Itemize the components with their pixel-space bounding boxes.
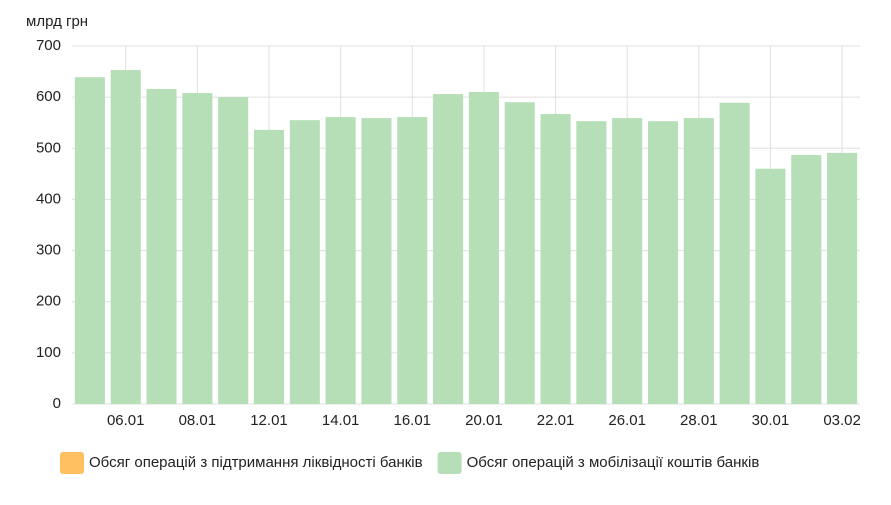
x-tick-label: 26.01 xyxy=(608,412,646,429)
legend-swatch xyxy=(60,452,84,474)
y-tick-label: 400 xyxy=(36,190,61,207)
bar xyxy=(540,114,571,405)
bar xyxy=(791,154,822,404)
bar xyxy=(289,120,320,405)
bar xyxy=(719,102,750,405)
x-tick-label: 16.01 xyxy=(393,412,431,429)
y-tick-label: 600 xyxy=(36,88,61,105)
bar xyxy=(74,77,105,404)
bar xyxy=(253,129,285,405)
x-tick-label: 22.01 xyxy=(537,412,575,429)
x-tick-label: 08.01 xyxy=(179,412,217,429)
y-tick-label: 500 xyxy=(36,139,61,156)
bar xyxy=(218,97,249,405)
bar xyxy=(827,152,858,404)
bar xyxy=(110,70,141,404)
bar xyxy=(504,102,535,404)
bar xyxy=(397,117,428,405)
bar xyxy=(146,88,177,405)
y-tick-label: 700 xyxy=(36,37,61,54)
legend-label: Обсяг операцій з підтримання ліквідності… xyxy=(89,454,423,471)
bar xyxy=(468,92,499,405)
bar xyxy=(755,168,786,404)
legend-swatch xyxy=(437,452,462,474)
legend-label: Обсяг операцій з мобілізації коштів банк… xyxy=(467,454,760,471)
y-tick-label: 100 xyxy=(36,344,61,361)
x-tick-label: 03.02 xyxy=(823,412,861,429)
bar xyxy=(612,118,643,405)
bar xyxy=(325,117,356,405)
x-tick-label: 06.01 xyxy=(107,412,145,429)
bar xyxy=(433,94,464,405)
x-tick-label: 30.01 xyxy=(752,412,790,429)
bar xyxy=(647,121,679,405)
y-tick-label: 300 xyxy=(36,242,61,259)
bar xyxy=(182,93,213,405)
y-tick-label: 200 xyxy=(36,293,61,310)
x-tick-label: 20.01 xyxy=(465,412,503,429)
bar xyxy=(683,118,714,405)
x-tick-label: 12.01 xyxy=(250,412,288,429)
x-tick-label: 14.01 xyxy=(322,412,360,429)
y-axis-label: млрд грн xyxy=(26,13,88,30)
x-tick-label: 28.01 xyxy=(680,412,718,429)
bar xyxy=(361,118,392,405)
y-tick-label: 0 xyxy=(53,395,61,412)
bar xyxy=(576,121,607,405)
